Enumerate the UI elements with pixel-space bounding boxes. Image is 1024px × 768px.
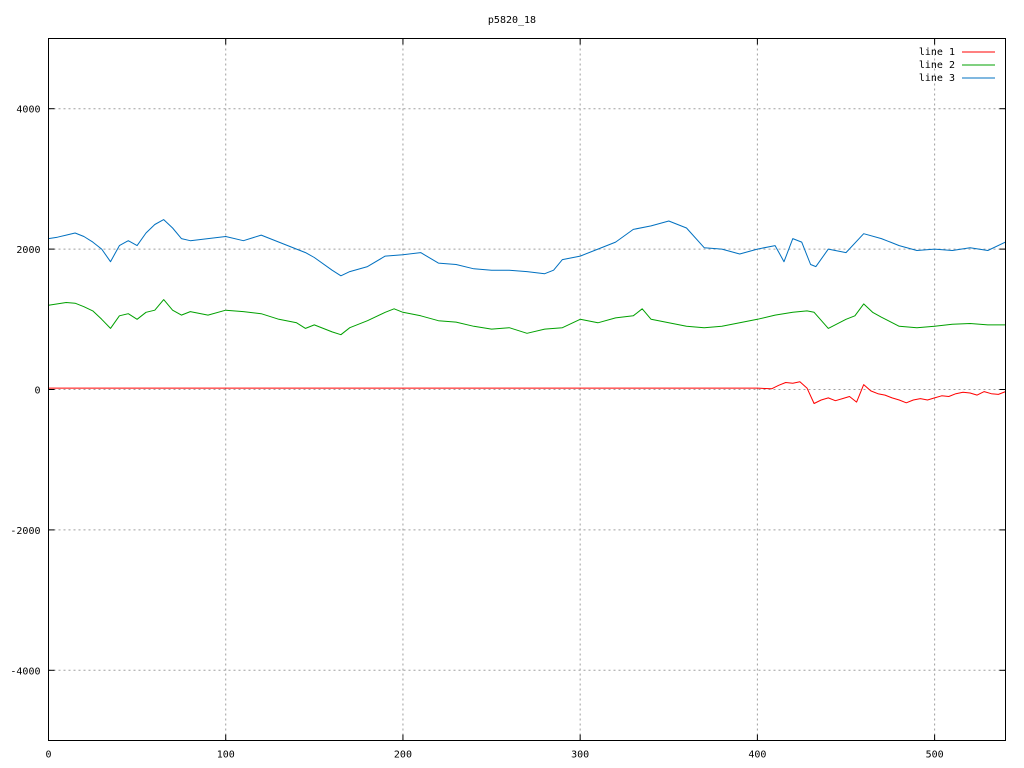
legend-label-line-2: line 2 [919,60,955,71]
x-tick-label: 100 [217,750,235,761]
series-line-1 [48,381,1006,404]
series-line-2 [48,299,1006,336]
y-tick-label: 4000 [16,105,40,116]
y-tick-label: -2000 [10,526,40,537]
x-tick-label: 300 [571,750,589,761]
legend: line 1 line 2 line 3 [919,47,995,84]
grid [48,38,1006,741]
plot-frame [48,38,1006,741]
y-tick-label: -4000 [10,666,40,677]
series-line-3 [48,219,1006,277]
x-tick-label: 400 [748,750,766,761]
x-tick-label: 0 [45,750,51,761]
axes: 0 100 200 300 400 500 -4000 -2000 0 2000 4000 [10,38,1006,761]
y-tick-label: 0 [34,386,40,397]
chart-title: p5820_18 [488,15,536,26]
legend-label-line-1: line 1 [919,47,955,58]
y-tick-label: 2000 [16,245,40,256]
x-tick-label: 200 [394,750,412,761]
legend-label-line-3: line 3 [919,73,955,84]
series-layer [48,219,1006,404]
x-tick-label: 500 [926,750,944,761]
